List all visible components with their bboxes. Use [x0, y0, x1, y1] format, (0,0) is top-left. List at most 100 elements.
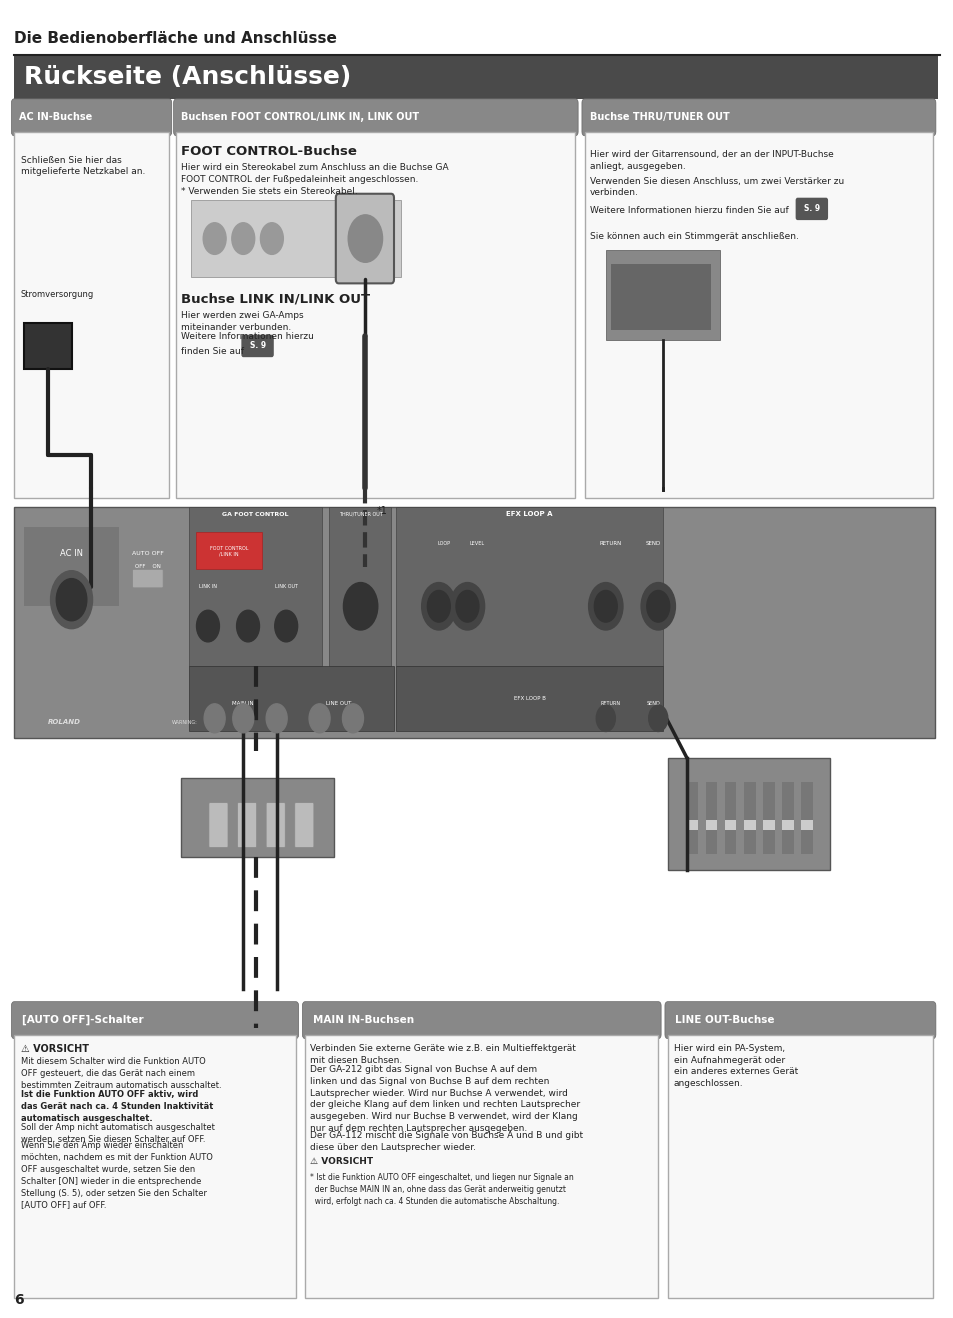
FancyBboxPatch shape: [686, 820, 698, 830]
FancyBboxPatch shape: [781, 820, 793, 830]
Text: Buchsen FOOT CONTROL/LINK IN, LINK OUT: Buchsen FOOT CONTROL/LINK IN, LINK OUT: [181, 112, 419, 123]
Text: Hier werden zwei GA-Amps
miteinander verbunden.: Hier werden zwei GA-Amps miteinander ver…: [181, 311, 304, 332]
Text: Stromversorgung: Stromversorgung: [21, 290, 94, 299]
FancyBboxPatch shape: [302, 1002, 660, 1039]
Text: Soll der Amp nicht automatisch ausgeschaltet
werden, setzen Sie diesen Schalter : Soll der Amp nicht automatisch ausgescha…: [21, 1123, 214, 1144]
Text: Verbinden Sie externe Geräte wie z.B. ein Multieffektgerät
mit diesen Buchsen.: Verbinden Sie externe Geräte wie z.B. ei…: [310, 1044, 576, 1065]
Text: Weitere Informationen hierzu: Weitere Informationen hierzu: [181, 332, 314, 341]
Circle shape: [56, 579, 87, 621]
Circle shape: [427, 590, 450, 622]
FancyBboxPatch shape: [24, 527, 119, 606]
Text: Rückseite (Anschlüsse): Rückseite (Anschlüsse): [24, 65, 351, 90]
FancyBboxPatch shape: [686, 782, 698, 854]
FancyBboxPatch shape: [801, 820, 812, 830]
Circle shape: [596, 705, 615, 731]
FancyBboxPatch shape: [667, 1035, 932, 1298]
FancyBboxPatch shape: [14, 507, 934, 738]
FancyBboxPatch shape: [195, 532, 262, 569]
Text: LOOP: LOOP: [436, 540, 450, 546]
Text: * Verwenden Sie stets ein Stereokabel.: * Verwenden Sie stets ein Stereokabel.: [181, 187, 357, 196]
Text: LEVEL: LEVEL: [469, 540, 484, 546]
Circle shape: [648, 705, 667, 731]
Text: THRU/TUNER OUT: THRU/TUNER OUT: [338, 511, 382, 517]
Text: *1: *1: [376, 506, 387, 517]
Text: AC IN: AC IN: [60, 550, 83, 558]
FancyBboxPatch shape: [176, 132, 575, 498]
Text: finden Sie auf: finden Sie auf: [181, 347, 244, 356]
Text: Sie können auch ein Stimmgerät anschließen.: Sie können auch ein Stimmgerät anschließ…: [589, 232, 798, 241]
Circle shape: [456, 590, 478, 622]
Circle shape: [309, 704, 330, 733]
Text: * Ist die Funktion AUTO OFF eingeschaltet, und liegen nur Signale an
  der Buchs: * Ist die Funktion AUTO OFF eingeschalte…: [310, 1173, 573, 1206]
FancyBboxPatch shape: [241, 335, 274, 357]
Circle shape: [196, 610, 219, 642]
FancyBboxPatch shape: [705, 782, 717, 854]
Circle shape: [594, 590, 617, 622]
Text: WARNING:: WARNING:: [172, 720, 197, 725]
FancyBboxPatch shape: [705, 820, 717, 830]
Circle shape: [266, 704, 287, 733]
Text: FOOT CONTROL-Buchse: FOOT CONTROL-Buchse: [181, 145, 356, 158]
Text: EFX LOOP B: EFX LOOP B: [513, 696, 545, 701]
Text: AUTO OFF: AUTO OFF: [132, 551, 164, 556]
Circle shape: [260, 223, 283, 254]
Circle shape: [421, 583, 456, 630]
FancyBboxPatch shape: [237, 803, 256, 847]
Text: [AUTO OFF]-Schalter: [AUTO OFF]-Schalter: [22, 1015, 143, 1025]
Text: Mit diesem Schalter wird die Funktion AUTO
OFF gesteuert, die das Gerät nach ein: Mit diesem Schalter wird die Funktion AU…: [21, 1057, 221, 1090]
Circle shape: [236, 610, 259, 642]
Text: RETURN: RETURN: [598, 540, 621, 546]
Text: Buchse LINK IN/LINK OUT: Buchse LINK IN/LINK OUT: [181, 293, 370, 306]
Text: RETURN: RETURN: [599, 701, 620, 706]
FancyBboxPatch shape: [191, 200, 400, 277]
Text: LINE OUT: LINE OUT: [326, 701, 351, 706]
FancyBboxPatch shape: [762, 820, 774, 830]
Text: MAIN IN-Buchsen: MAIN IN-Buchsen: [313, 1015, 414, 1025]
Text: Schließen Sie hier das
mitgelieferte Netzkabel an.: Schließen Sie hier das mitgelieferte Net…: [21, 156, 145, 177]
FancyBboxPatch shape: [801, 782, 812, 854]
FancyBboxPatch shape: [795, 198, 827, 220]
Text: OFF    ON: OFF ON: [134, 564, 161, 569]
Text: Hier wird ein PA-System,
ein Aufnahmegerät oder
ein anderes externes Gerät
anges: Hier wird ein PA-System, ein Aufnahmeger…: [673, 1044, 797, 1089]
Circle shape: [233, 704, 253, 733]
FancyBboxPatch shape: [724, 782, 736, 854]
FancyBboxPatch shape: [395, 666, 662, 731]
Circle shape: [588, 583, 622, 630]
Circle shape: [51, 571, 92, 629]
Text: MAIN IN: MAIN IN: [233, 701, 253, 706]
Text: SEND: SEND: [646, 701, 659, 706]
Text: GA FOOT CONTROL: GA FOOT CONTROL: [222, 511, 289, 517]
FancyBboxPatch shape: [11, 1002, 298, 1039]
Text: SEND: SEND: [645, 540, 660, 546]
FancyBboxPatch shape: [762, 782, 774, 854]
Text: Hier wird der Gitarrensound, der an der INPUT-Buchse
anliegt, ausgegeben.: Hier wird der Gitarrensound, der an der …: [589, 150, 833, 171]
Circle shape: [646, 590, 669, 622]
Circle shape: [342, 704, 363, 733]
Text: Weitere Informationen hierzu finden Sie auf: Weitere Informationen hierzu finden Sie …: [589, 206, 787, 215]
Text: AC IN-Buchse: AC IN-Buchse: [19, 112, 92, 123]
FancyBboxPatch shape: [14, 1035, 295, 1298]
Text: ROLAND: ROLAND: [48, 720, 80, 725]
FancyBboxPatch shape: [132, 569, 163, 588]
Text: LINK OUT: LINK OUT: [274, 584, 297, 589]
Circle shape: [348, 215, 382, 262]
FancyBboxPatch shape: [395, 507, 662, 666]
FancyBboxPatch shape: [329, 507, 391, 666]
FancyBboxPatch shape: [11, 99, 172, 136]
Text: Hier wird ein Stereokabel zum Anschluss an die Buchse GA
FOOT CONTROL der Fußped: Hier wird ein Stereokabel zum Anschluss …: [181, 163, 449, 185]
FancyBboxPatch shape: [173, 99, 578, 136]
Text: Wenn Sie den Amp wieder einschalten
möchten, nachdem es mit der Funktion AUTO
OF: Wenn Sie den Amp wieder einschalten möch…: [21, 1141, 213, 1210]
FancyBboxPatch shape: [335, 194, 394, 283]
FancyBboxPatch shape: [605, 250, 720, 340]
Text: S. 9: S. 9: [250, 341, 265, 349]
FancyBboxPatch shape: [14, 132, 169, 498]
FancyBboxPatch shape: [724, 820, 736, 830]
Text: ⚠ VORSICHT: ⚠ VORSICHT: [310, 1157, 373, 1166]
FancyBboxPatch shape: [743, 782, 755, 854]
FancyBboxPatch shape: [266, 803, 285, 847]
Circle shape: [640, 583, 675, 630]
Text: EFX LOOP A: EFX LOOP A: [506, 511, 552, 517]
Text: Verwenden Sie diesen Anschluss, um zwei Verstärker zu
verbinden.: Verwenden Sie diesen Anschluss, um zwei …: [589, 177, 843, 198]
Circle shape: [204, 704, 225, 733]
FancyBboxPatch shape: [610, 264, 710, 330]
